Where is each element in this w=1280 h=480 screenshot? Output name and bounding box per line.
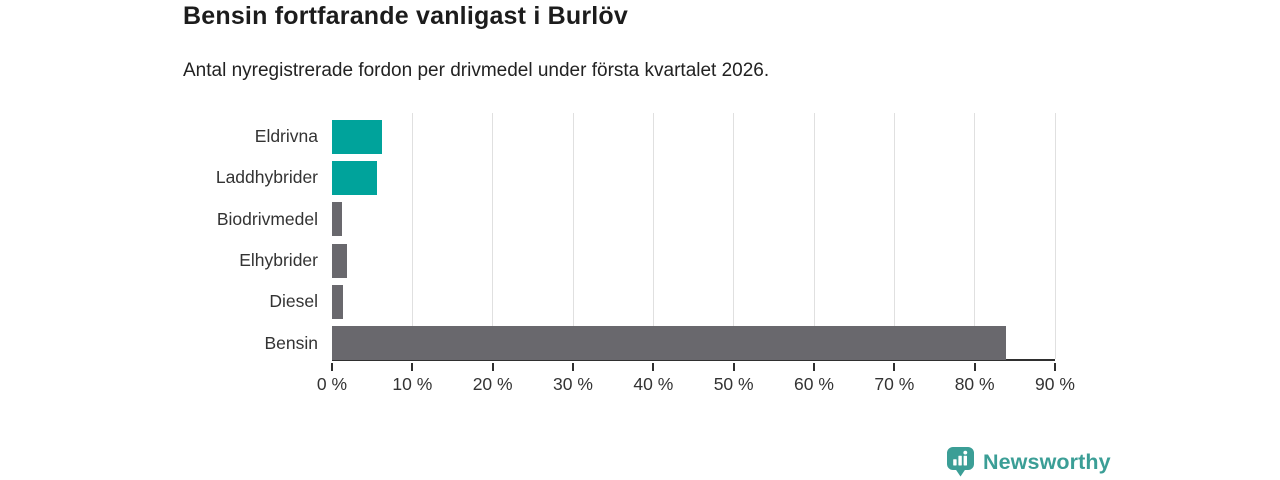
x-axis-tick [652,363,655,371]
x-axis-tick [572,363,574,371]
category-label: Laddhybrider [215,167,318,188]
plot-area [332,113,1056,361]
newsworthy-speech-bubble-bar-chart-icon [947,447,974,477]
x-axis-tick-label: 60 % [794,374,834,394]
bar-elhybrider [332,243,348,278]
x-axis-tick [1054,363,1056,371]
bar-row [332,285,344,319]
bar-row [332,119,382,154]
x-axis-tick-label: 10 % [392,374,433,394]
bar-row [332,243,348,278]
x-axis-tick-label: 30 % [553,374,593,394]
bar-eldrivna [332,119,382,154]
category-label: Diesel [269,291,318,312]
newsworthy-logo-text: Newsworthy [983,449,1111,474]
gridline [411,113,413,359]
gridline [1054,113,1056,359]
x-axis-tick-label: 70 % [874,374,915,394]
x-axis-tick [732,363,735,371]
y-axis-category-labels: Eldrivna Laddhybrider Biodrivmedel Elhybrid… [0,113,318,361]
newsworthy-logo: Newsworthy [946,446,1111,478]
gridline [492,113,494,359]
bar-row [332,161,377,195]
gridline [893,113,895,359]
x-axis-tick-label: 40 % [633,374,674,394]
x-axis-tick-label: 20 % [472,374,513,394]
x-axis-tick [491,363,494,371]
category-label: Bensin [264,332,318,353]
gridline [572,113,574,359]
bar-diesel [332,285,344,319]
x-axis-tick-label: 90 % [1035,374,1075,394]
category-label: Eldrivna [254,126,318,147]
x-axis-tick [893,363,896,371]
x-axis-tick-label: 0 % [316,374,348,394]
gridline [652,113,654,359]
x-axis-tick-label: 80 % [954,374,995,394]
bar-biodrivmedel [332,202,342,237]
gridline [974,113,976,359]
gridline [733,113,735,359]
x-axis-tick [813,363,815,371]
bar-laddhybrider [332,161,377,195]
gridline [813,113,815,359]
bar-row [332,326,1006,361]
category-label: Elhybrider [239,250,318,271]
bar-row [332,202,342,237]
x-axis-tick-label: 50 % [713,374,754,394]
chart-title: Bensin fortfarande vanligast i Burlöv [183,2,628,30]
x-axis: 0 % 10 % 20 % 30 % 40 % 50 % 60 % 70 % 80 % 90 % [317,363,1075,403]
chart-subtitle: Antal nyregistrerade fordon per drivmede… [183,60,770,81]
x-axis-tick [411,363,414,371]
x-axis-tick [973,363,976,371]
category-label: Biodrivmedel [216,208,318,229]
bar-bensin [332,326,1006,361]
x-axis-tick [331,363,333,371]
